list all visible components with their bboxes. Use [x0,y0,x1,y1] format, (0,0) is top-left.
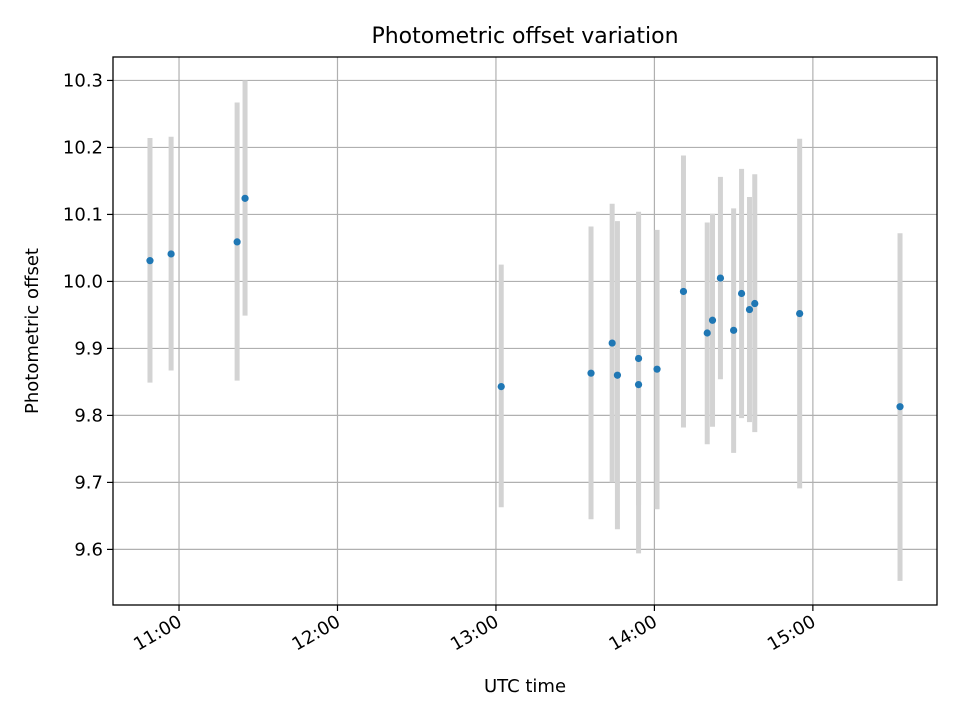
errorbar-layer [147,80,903,581]
data-point [679,287,688,296]
y-tick-label: 9.7 [74,472,103,493]
data-point [608,339,616,347]
point-layer [146,194,904,411]
grid-layer [113,57,937,605]
y-tick-label: 10.3 [63,70,103,91]
x-tick-label: 12:00 [289,611,344,655]
data-point [634,354,643,363]
y-tick-label: 9.6 [74,539,103,560]
data-point [745,305,754,314]
data-point [497,383,505,391]
data-point [587,369,595,377]
y-axis-title: Photometric offset [22,248,43,414]
data-point [653,365,661,373]
x-tick-label: 11:00 [130,611,185,655]
plot-frame [112,56,938,606]
x-tick-label: 15:00 [764,611,819,655]
data-point [708,316,717,324]
y-tick-label: 10.0 [63,271,103,292]
data-point [751,299,759,308]
data-point [167,250,175,258]
data-point [241,194,249,202]
x-tick-label: 14:00 [605,611,660,655]
data-point [634,380,643,389]
data-point [146,257,154,265]
data-point [737,289,746,298]
y-tick-label: 9.9 [74,338,103,359]
chart-title: Photometric offset variation [371,24,678,49]
x-axis-title: UTC time [484,676,566,697]
data-point [233,238,241,246]
data-point [703,329,711,337]
y-tick-label: 9.8 [74,405,103,426]
data-point [613,371,622,379]
y-tick-label: 10.1 [63,204,103,225]
data-point [716,274,725,282]
data-point [896,403,904,411]
data-point [730,326,738,334]
data-point [796,309,804,318]
y-tick-label: 10.2 [63,137,103,158]
x-tick-label: 13:00 [447,611,502,655]
